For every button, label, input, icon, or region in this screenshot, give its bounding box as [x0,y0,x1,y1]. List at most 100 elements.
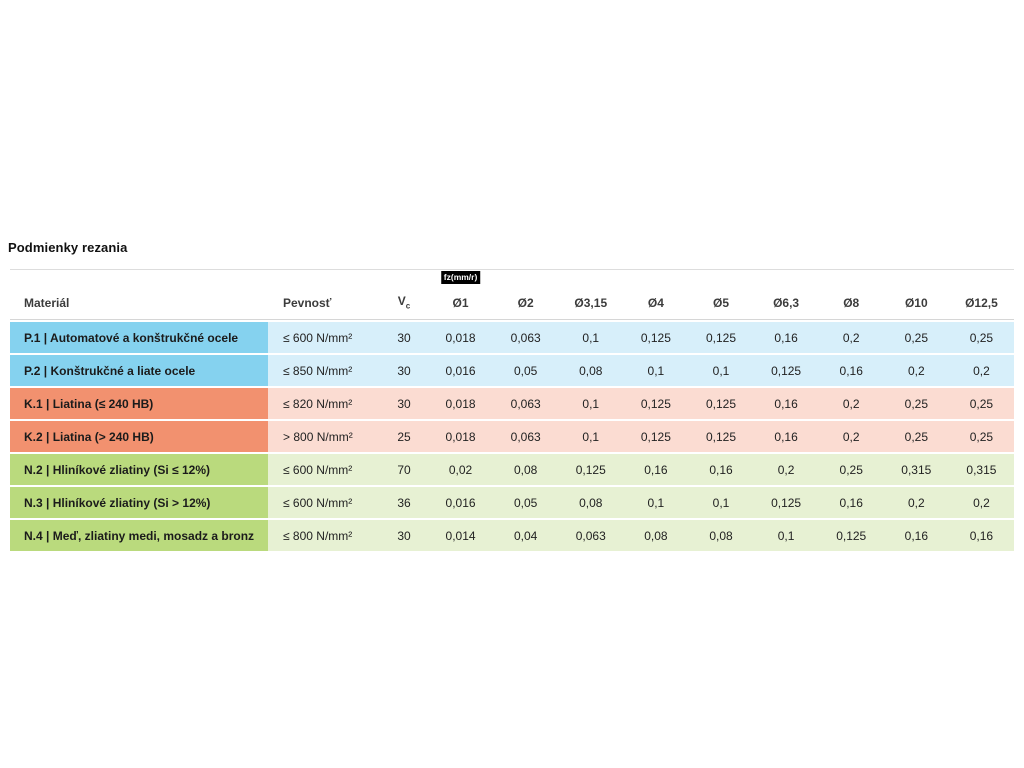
column-header-diameter: fz(mm/r) Ø1 [428,269,494,320]
feed-value-cell: 0,08 [558,355,624,386]
feed-value-cell: 0,016 [428,355,494,386]
feed-value-cell: 0,16 [948,520,1014,551]
feed-value-cell: 0,1 [753,520,819,551]
table-row: N.3 | Hliníkové zliatiny (Si > 12%) ≤ 600… [10,487,1014,518]
material-cell: N.2 | Hliníkové zliatiny (Si ≤ 12%) [10,454,268,485]
feed-value-cell: 0,315 [948,454,1014,485]
feed-value-cell: 0,1 [558,388,624,419]
diameter-label: Ø6,3 [773,296,800,310]
strength-cell: > 800 N/mm² [268,421,380,452]
feed-value-cell: 0,2 [818,421,884,452]
feed-value-cell: 0,1 [558,322,624,353]
feed-value-cell: 0,08 [688,520,754,551]
feed-value-cell: 0,125 [688,322,754,353]
feed-value-cell: 0,1 [688,487,754,518]
feed-value-cell: 0,1 [623,355,689,386]
diameter-label: Ø10 [904,296,928,310]
feed-value-cell: 0,02 [428,454,494,485]
feed-value-cell: 0,25 [818,454,884,485]
strength-cell: ≤ 820 N/mm² [268,388,380,419]
column-header-diameter: Ø3,15 [558,269,624,320]
feed-value-cell: 0,014 [428,520,494,551]
strength-cell: ≤ 850 N/mm² [268,355,380,386]
feed-value-cell: 0,04 [493,520,559,551]
feed-value-cell: 0,25 [948,421,1014,452]
feed-value-cell: 0,16 [883,520,949,551]
feed-value-cell: 0,25 [948,322,1014,353]
feed-value-cell: 0,05 [493,487,559,518]
feed-value-cell: 0,125 [818,520,884,551]
table-head-row: Materiál Pevnosť Vc fz(mm/r) Ø1 Ø2 Ø3,15 Ø4 Ø… [10,269,1014,320]
column-header-diameter: Ø6,3 [753,269,819,320]
feed-value-cell: 0,125 [753,487,819,518]
vc-symbol: V [397,293,406,308]
feed-value-cell: 0,05 [493,355,559,386]
feed-value-cell: 0,063 [558,520,624,551]
feed-value-cell: 0,125 [623,421,689,452]
feed-value-cell: 0,063 [493,421,559,452]
diameter-label: Ø2 [517,296,534,310]
feed-value-cell: 0,018 [428,388,494,419]
column-header-diameter: Ø8 [818,269,884,320]
column-header-strength: Pevnosť [268,269,380,320]
vc-cell: 30 [380,520,428,551]
diameter-label: Ø12,5 [965,296,998,310]
feed-value-cell: 0,25 [883,421,949,452]
table-row: P.2 | Konštrukčné a liate ocele ≤ 850 N/m… [10,355,1014,386]
diameter-label: Ø5 [712,296,729,310]
feed-value-cell: 0,25 [883,322,949,353]
feed-value-cell: 0,08 [623,520,689,551]
feed-value-cell: 0,2 [883,487,949,518]
feed-value-cell: 0,25 [883,388,949,419]
page-title: Podmienky rezania [8,240,128,255]
strength-cell: ≤ 600 N/mm² [268,487,380,518]
vc-cell: 36 [380,487,428,518]
feed-value-cell: 0,1 [623,487,689,518]
vc-cell: 30 [380,388,428,419]
table-row: K.2 | Liatina (> 240 HB) > 800 N/mm² 25 0,0… [10,421,1014,452]
column-header-diameter: Ø10 [883,269,949,320]
feed-value-cell: 0,315 [883,454,949,485]
feed-value-cell: 0,125 [688,421,754,452]
feed-value-cell: 0,2 [883,355,949,386]
vc-cell: 30 [380,322,428,353]
feed-value-cell: 0,1 [688,355,754,386]
vc-cell: 30 [380,355,428,386]
material-cell: P.1 | Automatové a konštrukčné ocele [10,322,268,353]
feed-value-cell: 0,1 [558,421,624,452]
feed-value-cell: 0,063 [493,322,559,353]
strength-cell: ≤ 600 N/mm² [268,454,380,485]
diameter-label: Ø8 [843,296,860,310]
table-body: P.1 | Automatové a konštrukčné ocele ≤ 60… [10,322,1014,551]
feed-value-cell: 0,16 [623,454,689,485]
fz-unit-badge: fz(mm/r) [440,271,481,284]
feed-value-cell: 0,125 [753,355,819,386]
column-header-diameter: Ø2 [493,269,559,320]
feed-value-cell: 0,16 [753,388,819,419]
diameter-label: Ø1 [452,296,469,310]
table-row: P.1 | Automatové a konštrukčné ocele ≤ 60… [10,322,1014,353]
feed-value-cell: 0,2 [818,388,884,419]
feed-value-cell: 0,16 [818,487,884,518]
vc-cell: 25 [380,421,428,452]
strength-cell: ≤ 800 N/mm² [268,520,380,551]
cutting-conditions-table: Materiál Pevnosť Vc fz(mm/r) Ø1 Ø2 Ø3,15 Ø4 Ø… [10,267,1014,553]
feed-value-cell: 0,125 [688,388,754,419]
table-header: Materiál Pevnosť Vc fz(mm/r) Ø1 Ø2 Ø3,15 Ø4 Ø… [10,269,1014,320]
table-row: N.4 | Meď, zliatiny medi, mosadz a bronz… [10,520,1014,551]
feed-value-cell: 0,018 [428,421,494,452]
feed-value-cell: 0,018 [428,322,494,353]
feed-value-cell: 0,2 [948,487,1014,518]
table-row: K.1 | Liatina (≤ 240 HB) ≤ 820 N/mm² 30 0,0… [10,388,1014,419]
cutting-conditions-section: Podmienky rezania Materiál Pevnosť Vc fz… [8,240,1014,553]
feed-value-cell: 0,125 [623,388,689,419]
column-header-vc: Vc [380,269,428,320]
material-cell: N.3 | Hliníkové zliatiny (Si > 12%) [10,487,268,518]
column-header-diameter: Ø12,5 [948,269,1014,320]
feed-value-cell: 0,016 [428,487,494,518]
feed-value-cell: 0,2 [753,454,819,485]
vc-cell: 70 [380,454,428,485]
feed-value-cell: 0,063 [493,388,559,419]
feed-value-cell: 0,08 [493,454,559,485]
feed-value-cell: 0,25 [948,388,1014,419]
